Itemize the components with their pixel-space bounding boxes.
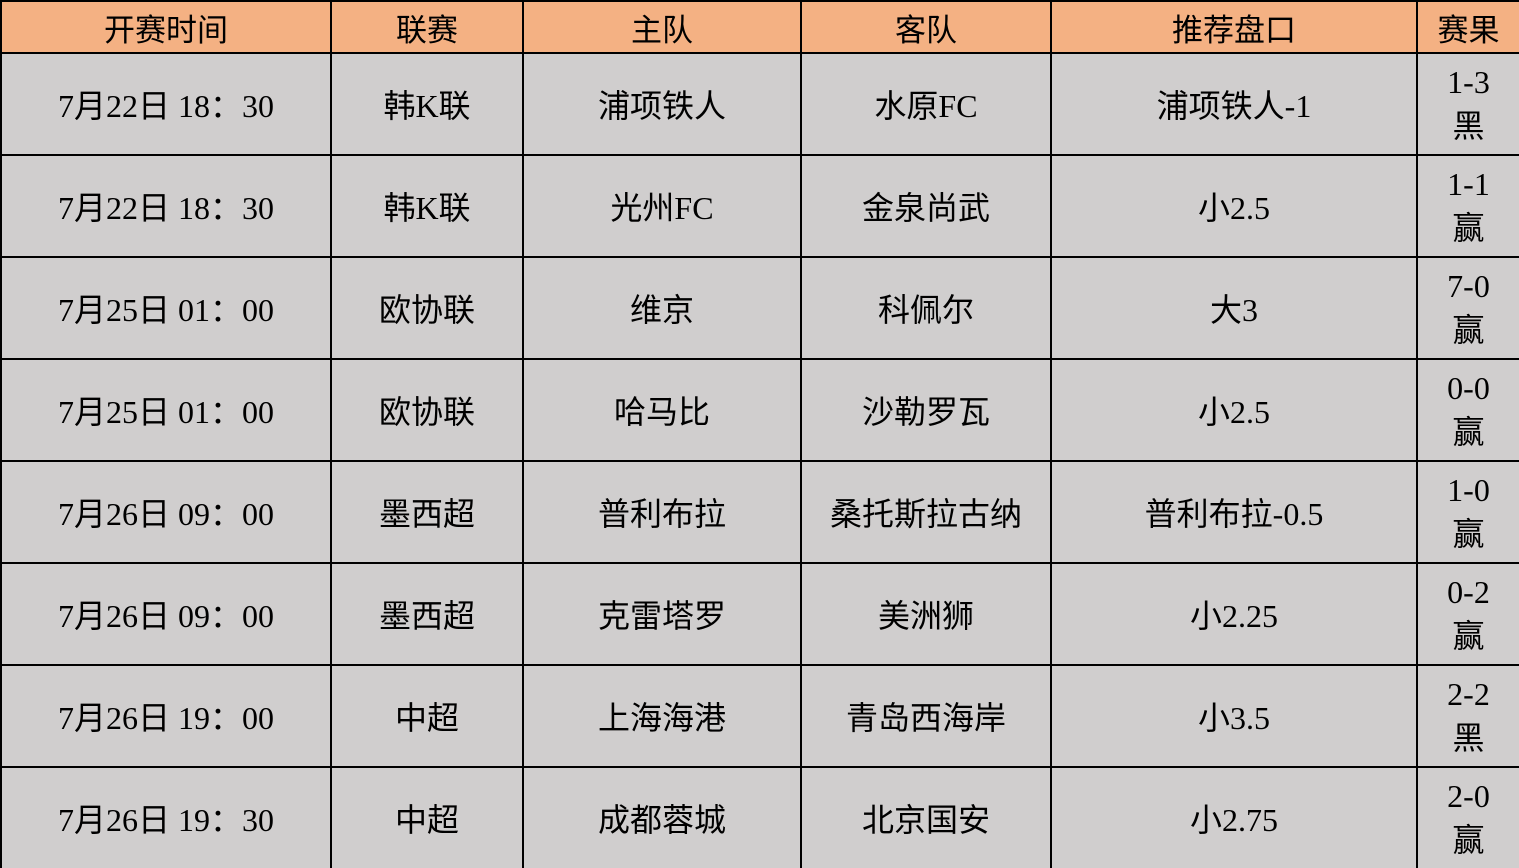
cell-match-time: 7月26日 19：30	[0, 766, 332, 868]
cell-away-team: 水原FC	[800, 52, 1052, 156]
table-row: 7月26日 19：30 中超 成都蓉城 北京国安 小2.75 2-0 赢	[0, 766, 1519, 868]
header-cell-handicap: 推荐盘口	[1050, 0, 1418, 54]
cell-handicap: 小2.25	[1050, 562, 1418, 666]
result-verdict: 赢	[1452, 414, 1485, 450]
result-score: 1-0	[1447, 471, 1490, 508]
cell-handicap: 小2.75	[1050, 766, 1418, 868]
cell-league: 中超	[330, 766, 524, 868]
result-verdict: 赢	[1452, 822, 1485, 858]
cell-home-team: 克雷塔罗	[522, 562, 802, 666]
cell-league: 墨西超	[330, 460, 524, 564]
cell-league: 欧协联	[330, 358, 524, 462]
cell-league: 韩K联	[330, 154, 524, 258]
result-score: 2-0	[1447, 777, 1490, 814]
result-score: 1-1	[1447, 165, 1490, 202]
cell-handicap: 小2.5	[1050, 358, 1418, 462]
cell-result: 2-2 黑	[1416, 664, 1519, 768]
table-row: 7月26日 09：00 墨西超 克雷塔罗 美洲狮 小2.25 0-2 赢	[0, 562, 1519, 666]
result-verdict: 黑	[1452, 720, 1485, 756]
cell-result: 1-1 赢	[1416, 154, 1519, 258]
cell-match-time: 7月26日 09：00	[0, 562, 332, 666]
cell-handicap: 普利布拉-0.5	[1050, 460, 1418, 564]
cell-home-team: 哈马比	[522, 358, 802, 462]
cell-result: 7-0 赢	[1416, 256, 1519, 360]
cell-handicap: 小3.5	[1050, 664, 1418, 768]
cell-match-time: 7月25日 01：00	[0, 358, 332, 462]
cell-league: 中超	[330, 664, 524, 768]
cell-league: 韩K联	[330, 52, 524, 156]
cell-away-team: 金泉尚武	[800, 154, 1052, 258]
header-cell-result: 赛果	[1416, 0, 1519, 54]
result-verdict: 黑	[1452, 108, 1485, 144]
cell-result: 0-2 赢	[1416, 562, 1519, 666]
result-score: 0-0	[1447, 369, 1490, 406]
cell-league: 墨西超	[330, 562, 524, 666]
cell-league: 欧协联	[330, 256, 524, 360]
cell-away-team: 青岛西海岸	[800, 664, 1052, 768]
cell-home-team: 维京	[522, 256, 802, 360]
result-score: 1-3	[1447, 63, 1490, 100]
cell-match-time: 7月25日 01：00	[0, 256, 332, 360]
cell-handicap: 浦项铁人-1	[1050, 52, 1418, 156]
cell-away-team: 美洲狮	[800, 562, 1052, 666]
cell-home-team: 上海海港	[522, 664, 802, 768]
result-score: 0-2	[1447, 573, 1490, 610]
cell-away-team: 沙勒罗瓦	[800, 358, 1052, 462]
table-body: 7月22日 18：30 韩K联 浦项铁人 水原FC 浦项铁人-1 1-3 黑 7…	[0, 52, 1519, 868]
table-row: 7月25日 01：00 欧协联 维京 科佩尔 大3 7-0 赢	[0, 256, 1519, 360]
cell-home-team: 浦项铁人	[522, 52, 802, 156]
cell-result: 1-0 赢	[1416, 460, 1519, 564]
cell-away-team: 北京国安	[800, 766, 1052, 868]
header-cell-league: 联赛	[330, 0, 524, 54]
table-row: 7月22日 18：30 韩K联 浦项铁人 水原FC 浦项铁人-1 1-3 黑	[0, 52, 1519, 156]
result-score: 7-0	[1447, 267, 1490, 304]
cell-result: 1-3 黑	[1416, 52, 1519, 156]
cell-match-time: 7月26日 09：00	[0, 460, 332, 564]
cell-result: 0-0 赢	[1416, 358, 1519, 462]
result-score: 2-2	[1447, 675, 1490, 712]
cell-home-team: 普利布拉	[522, 460, 802, 564]
cell-away-team: 科佩尔	[800, 256, 1052, 360]
cell-match-time: 7月26日 19：00	[0, 664, 332, 768]
header-row: 开赛时间 联赛 主队 客队 推荐盘口 赛果	[0, 0, 1519, 54]
cell-handicap: 大3	[1050, 256, 1418, 360]
table-header: 开赛时间 联赛 主队 客队 推荐盘口 赛果	[0, 0, 1519, 54]
cell-handicap: 小2.5	[1050, 154, 1418, 258]
table-row: 7月26日 09：00 墨西超 普利布拉 桑托斯拉古纳 普利布拉-0.5 1-0…	[0, 460, 1519, 564]
cell-match-time: 7月22日 18：30	[0, 154, 332, 258]
table-row: 7月22日 18：30 韩K联 光州FC 金泉尚武 小2.5 1-1 赢	[0, 154, 1519, 258]
result-verdict: 赢	[1452, 312, 1485, 348]
cell-home-team: 成都蓉城	[522, 766, 802, 868]
header-cell-home: 主队	[522, 0, 802, 54]
cell-match-time: 7月22日 18：30	[0, 52, 332, 156]
result-verdict: 赢	[1452, 618, 1485, 654]
header-cell-time: 开赛时间	[0, 0, 332, 54]
cell-home-team: 光州FC	[522, 154, 802, 258]
header-cell-away: 客队	[800, 0, 1052, 54]
table-row: 7月25日 01：00 欧协联 哈马比 沙勒罗瓦 小2.5 0-0 赢	[0, 358, 1519, 462]
result-verdict: 赢	[1452, 210, 1485, 246]
result-verdict: 赢	[1452, 516, 1485, 552]
cell-away-team: 桑托斯拉古纳	[800, 460, 1052, 564]
table-row: 7月26日 19：00 中超 上海海港 青岛西海岸 小3.5 2-2 黑	[0, 664, 1519, 768]
cell-result: 2-0 赢	[1416, 766, 1519, 868]
